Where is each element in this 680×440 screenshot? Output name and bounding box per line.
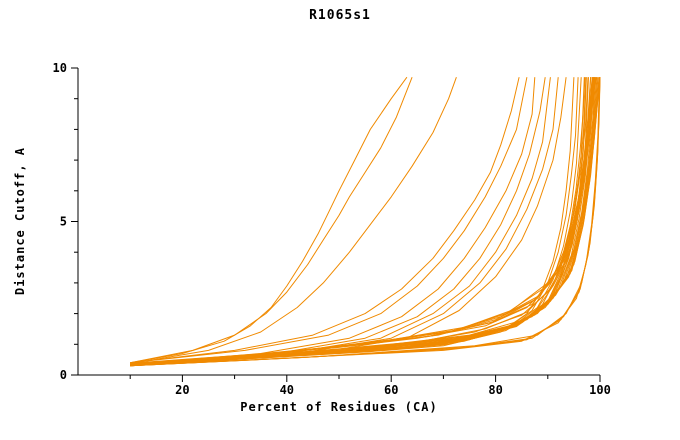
x-tick-label: 80 <box>488 383 502 397</box>
curves-group <box>130 76 601 367</box>
x-axis-label: Percent of Residues (CA) <box>240 400 438 414</box>
curve-37 <box>130 77 595 366</box>
y-tick-label: 10 <box>53 61 67 75</box>
x-tick-label: 20 <box>175 383 189 397</box>
curve-42 <box>130 77 595 366</box>
curve-11 <box>130 77 575 367</box>
curve-3 <box>135 77 457 364</box>
x-tick-label: 100 <box>589 383 611 397</box>
curve-20 <box>132 77 596 366</box>
curve-4 <box>130 77 520 364</box>
curve-38 <box>130 77 597 366</box>
x-tick-label: 40 <box>280 383 294 397</box>
curve-1 <box>130 76 408 364</box>
x-tick-label: 60 <box>384 383 398 397</box>
curve-10 <box>135 77 567 365</box>
chart-title: R1065s1 <box>309 8 371 23</box>
curve-23 <box>135 77 599 365</box>
y-tick-label: 0 <box>60 368 67 382</box>
curve-39 <box>130 77 586 366</box>
curve-19 <box>132 77 595 366</box>
curve-21 <box>135 77 597 366</box>
curve-24 <box>135 77 600 365</box>
curve-2 <box>130 77 413 364</box>
curve-27 <box>130 77 600 367</box>
y-tick-label: 5 <box>60 215 67 229</box>
curve-6 <box>130 77 536 365</box>
curve-12 <box>130 77 579 367</box>
curve-7 <box>130 77 546 365</box>
curve-5 <box>130 77 528 364</box>
curve-8 <box>130 77 551 365</box>
curve-41 <box>130 77 594 365</box>
curve-30 <box>130 77 601 367</box>
curve-29 <box>130 77 601 367</box>
axes-group: 0 5 10 20 40 60 80 100 <box>53 61 611 397</box>
curve-28 <box>130 77 601 367</box>
curve-22 <box>135 77 598 366</box>
